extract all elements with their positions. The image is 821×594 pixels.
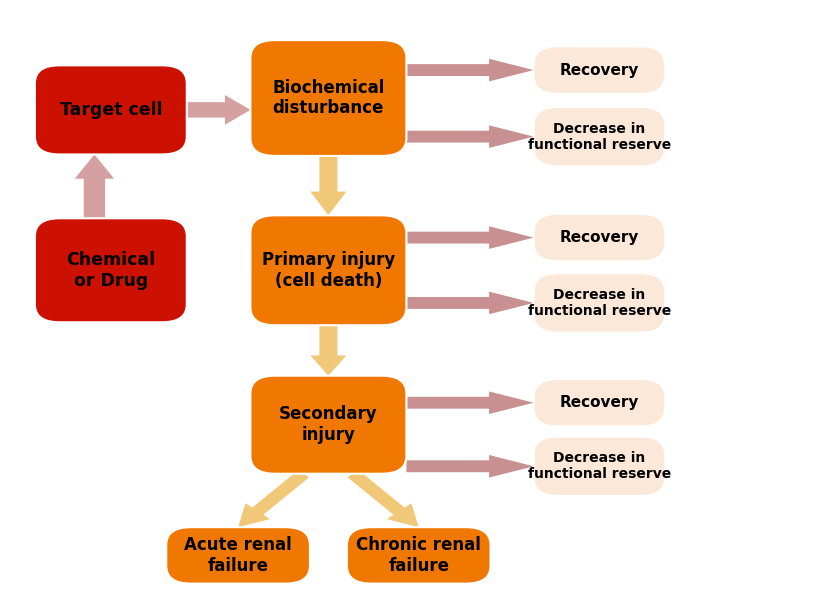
- Text: Decrease in
functional reserve: Decrease in functional reserve: [528, 451, 671, 481]
- Polygon shape: [310, 326, 346, 376]
- Text: Target cell: Target cell: [60, 101, 163, 119]
- Polygon shape: [75, 154, 114, 218]
- Text: Chronic renal
failure: Chronic renal failure: [356, 536, 481, 575]
- Polygon shape: [310, 156, 346, 216]
- Text: Recovery: Recovery: [560, 395, 639, 410]
- FancyBboxPatch shape: [250, 40, 406, 156]
- Polygon shape: [187, 95, 250, 125]
- Polygon shape: [238, 470, 310, 527]
- Text: Decrease in
functional reserve: Decrease in functional reserve: [528, 122, 671, 151]
- FancyBboxPatch shape: [534, 46, 665, 94]
- Text: Biochemical
disturbance: Biochemical disturbance: [273, 78, 384, 118]
- FancyBboxPatch shape: [534, 273, 665, 333]
- FancyBboxPatch shape: [534, 107, 665, 166]
- Text: Secondary
injury: Secondary injury: [279, 405, 378, 444]
- FancyBboxPatch shape: [534, 214, 665, 261]
- FancyBboxPatch shape: [166, 527, 310, 583]
- Polygon shape: [347, 470, 419, 527]
- FancyBboxPatch shape: [250, 216, 406, 326]
- FancyBboxPatch shape: [534, 379, 665, 426]
- Text: Primary injury
(cell death): Primary injury (cell death): [262, 251, 395, 290]
- Polygon shape: [406, 226, 534, 249]
- Polygon shape: [406, 391, 534, 414]
- Polygon shape: [406, 125, 534, 148]
- Polygon shape: [406, 292, 534, 314]
- FancyBboxPatch shape: [35, 218, 187, 322]
- Text: Recovery: Recovery: [560, 62, 639, 78]
- Text: Chemical
or Drug: Chemical or Drug: [67, 251, 155, 290]
- Text: Acute renal
failure: Acute renal failure: [184, 536, 292, 575]
- FancyBboxPatch shape: [250, 376, 406, 474]
- FancyBboxPatch shape: [534, 437, 665, 496]
- FancyBboxPatch shape: [35, 65, 187, 154]
- FancyBboxPatch shape: [347, 527, 491, 583]
- Text: Decrease in
functional reserve: Decrease in functional reserve: [528, 288, 671, 318]
- Polygon shape: [406, 455, 534, 478]
- Text: Recovery: Recovery: [560, 230, 639, 245]
- Polygon shape: [406, 59, 534, 81]
